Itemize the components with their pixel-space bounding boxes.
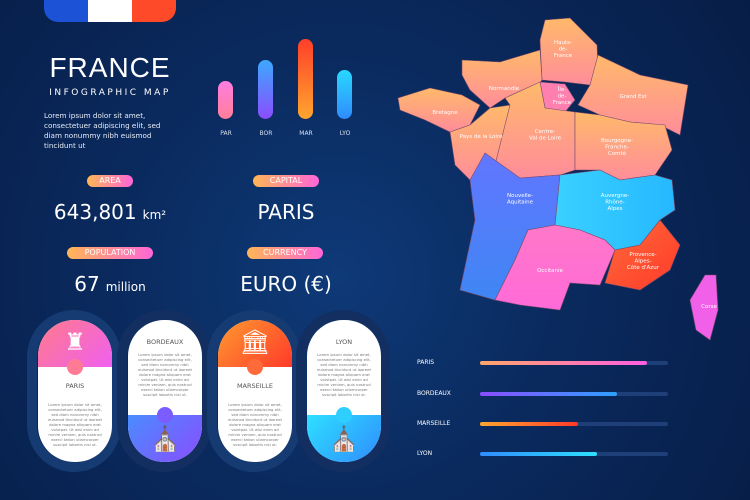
eiffel-tower-icon: ♜ [64, 328, 86, 356]
card-knob [247, 359, 263, 375]
currency-label: CURRENCY [247, 247, 323, 259]
progress-label: MARSEILLE [417, 420, 451, 427]
capital-label: CAPITAL [253, 175, 319, 187]
church-icon: ⛪ [150, 425, 180, 453]
region-12[interactable] [689, 274, 719, 341]
progress-track [480, 361, 668, 365]
card-knob [67, 359, 83, 375]
population-value: 67 million [40, 272, 180, 296]
page-subtitle: INFOGRAPHIC MAP [49, 88, 171, 98]
population-number: 67 [74, 272, 100, 296]
progress-fill [480, 452, 597, 456]
cathedral-icon: ⛪ [329, 425, 359, 453]
region-label: Provence-Alpes-Côte d'Azur [627, 252, 660, 271]
area-value: 643,801 km² [40, 200, 180, 224]
region-label: Nouvelle-Aquitaine [507, 193, 534, 206]
region-0[interactable] [539, 17, 599, 86]
city-description: Lorem ipsum dolor sit amet, consectetuer… [317, 352, 371, 397]
region-label: Occitanie [537, 268, 563, 274]
capital-value: PARIS [257, 200, 315, 224]
region-6[interactable] [494, 81, 576, 179]
region-label: Île-de-France [553, 86, 572, 106]
area-label: AREA [87, 175, 133, 187]
cylinder-label: MAR [299, 130, 313, 137]
region-label: Hauts-de-France [554, 40, 573, 59]
page-title: FRANCE [49, 52, 171, 83]
progress-label: LYON [417, 450, 433, 457]
cylinder-bar-par [218, 81, 233, 119]
progress-track [480, 422, 668, 426]
card-knob [336, 407, 352, 423]
card-knob [157, 407, 173, 423]
progress-fill [480, 392, 618, 396]
region-label: Corse [701, 304, 717, 310]
cylinder-label: LYO [339, 130, 351, 137]
city-card-bordeaux: ⛪ BORDEAUX Lorem ipsum dolor sit amet, con… [128, 320, 202, 462]
region-10[interactable] [494, 224, 616, 311]
palace-icon: 🏛 [239, 328, 271, 356]
area-number: 643,801 [53, 200, 137, 224]
french-flag [44, 0, 176, 22]
region-label: Bourgogne-Franche-Comté [601, 138, 633, 157]
area-unit: km² [142, 208, 167, 222]
city-description: Lorem ipsum dolor sit amet, consectetuer… [228, 402, 282, 447]
city-name: LYON [335, 338, 353, 346]
city-name: MARSEILLE [236, 382, 274, 390]
city-description: Lorem ipsum dolor sit amet, consectetuer… [48, 402, 102, 447]
region-label: Grand Est [619, 94, 647, 100]
progress-fill [480, 422, 578, 426]
population-unit: million [105, 280, 146, 294]
cylinder-bar-mar [298, 39, 313, 119]
progress-track [480, 452, 668, 456]
card-ring [117, 310, 211, 472]
region-label: Normandie [489, 86, 520, 92]
card-ring [296, 310, 390, 472]
progress-label: PARIS [417, 359, 435, 366]
cylinder-label: PAR [220, 130, 232, 137]
region-label: Pays de la Loire [460, 134, 504, 140]
progress-label: BORDEAUX [417, 390, 451, 397]
cylinder-bar-bor [258, 60, 273, 119]
progress-track [480, 392, 668, 396]
population-label: POPULATION [67, 247, 153, 259]
city-name: BORDEAUX [146, 338, 184, 346]
region-7[interactable] [574, 111, 673, 181]
cylinder-bar-lyo [337, 70, 352, 119]
city-card-paris: ♜ PARIS Lorem ipsum dolor sit amet, consec… [38, 320, 112, 462]
progress-fill [480, 361, 648, 365]
region-label: Auvergne-Rhône-Alpes [601, 193, 629, 212]
city-name: PARIS [65, 382, 85, 390]
city-description: Lorem ipsum dolor sit amet, consectetuer… [138, 352, 192, 397]
card-ring [27, 310, 121, 472]
intro-text: Lorem ipsum dolor sit amet, consectetuer… [44, 111, 161, 150]
region-label: Centre-Val de Loire [529, 129, 562, 142]
city-card-marseille: 🏛 MARSEILLE Lorem ipsum dolor sit amet, co… [218, 320, 292, 462]
cylinder-label: BOR [259, 130, 273, 137]
city-card-lyon: ⛪ LYON Lorem ipsum dolor sit amet, consect… [307, 320, 381, 462]
region-label: Bretagne [432, 110, 458, 116]
region-11[interactable] [604, 219, 681, 291]
currency-value: EURO (€) [240, 272, 332, 296]
